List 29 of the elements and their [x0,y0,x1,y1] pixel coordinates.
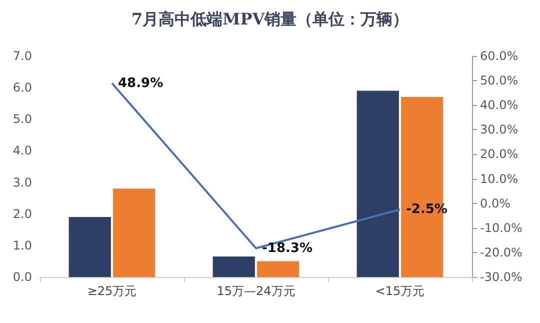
y-tick-label: 7.0 [12,49,32,63]
bar [212,256,255,277]
x-tick-label: ≥25万元 [87,284,137,298]
y-tick-label: 6.0 [12,80,32,95]
y2-tick-label: 30.0% [480,122,518,137]
y-tick-label: 3.0 [12,175,32,190]
y2-tick-label: 60.0% [480,49,518,63]
y2-tick-label: 50.0% [480,74,518,88]
y-tick-label: 5.0 [12,112,32,126]
y2-tick-label: 0.0% [480,196,510,210]
y-tick-label: 0.0 [12,270,32,284]
y2-tick-label: 40.0% [480,98,518,112]
chart-title: 7月高中低端MPV销量（单位：万辆） [131,10,409,28]
y2-tick-label: -10.0% [480,220,522,235]
x-tick-label: <15万元 [375,284,425,298]
y-tick-label: 4.0 [12,144,32,158]
bar [68,217,111,277]
y2-tick-label: -20.0% [480,245,522,260]
data-label: -18.3% [262,240,312,256]
bar [113,188,156,277]
data-label: 48.9% [118,76,164,91]
x-tick-label: 15万—24万元 [216,284,296,298]
y-tick-label: 2.0 [12,206,32,221]
y2-tick-label: -30.0% [480,270,522,284]
bar [257,261,300,277]
bar [356,90,399,277]
y2-tick-label: 10.0% [480,172,518,186]
y-tick-label: 1.0 [12,238,32,252]
y2-tick-label: 20.0% [480,147,518,162]
